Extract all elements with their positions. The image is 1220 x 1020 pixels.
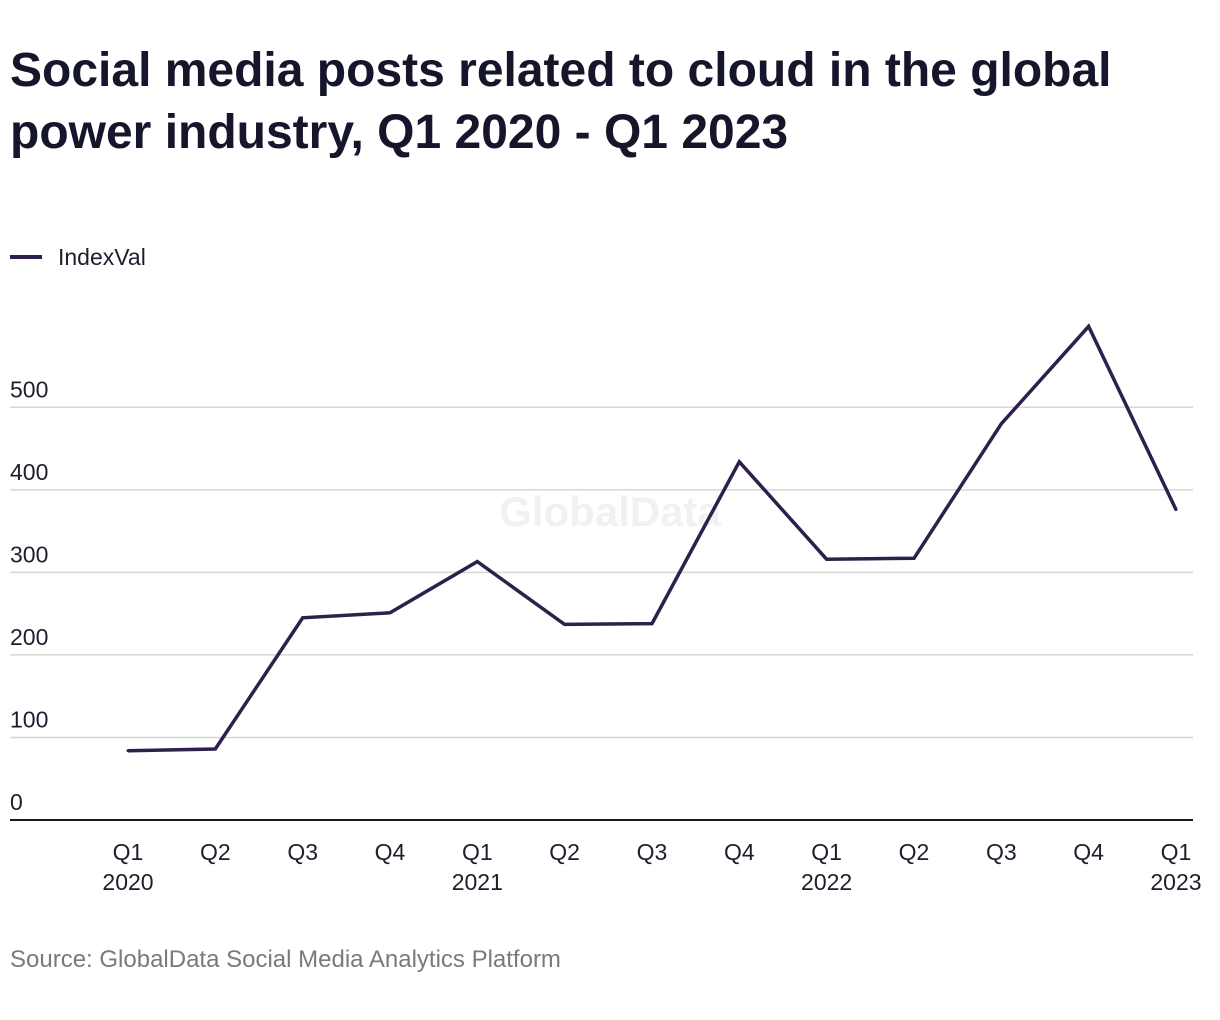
source-note: Source: GlobalData Social Media Analytic… <box>10 946 561 973</box>
series-line-indexval <box>127 323 1178 753</box>
data-point-0 <box>126 749 130 753</box>
data-point-2 <box>301 616 305 620</box>
gridlines <box>10 406 1193 739</box>
data-point-4 <box>475 560 479 564</box>
x-tick-label-2-0: Q3 <box>287 839 318 865</box>
legend: IndexVal <box>10 242 146 272</box>
x-tick-label-3-0: Q4 <box>375 839 406 865</box>
legend-swatch <box>10 255 42 259</box>
data-point-6 <box>650 622 654 626</box>
data-point-9 <box>912 556 916 560</box>
data-point-3 <box>388 611 392 615</box>
watermark-text: GlobalData <box>499 488 721 535</box>
y-tick-label-200: 200 <box>10 624 48 650</box>
x-tick-label-6-0: Q3 <box>637 839 668 865</box>
x-tick-label-0-0: Q1 <box>113 839 144 865</box>
x-tick-label-0-1: 2020 <box>102 869 153 895</box>
y-tick-label-100: 100 <box>10 706 48 732</box>
y-tick-label-300: 300 <box>10 541 48 567</box>
x-tick-label-4-0: Q1 <box>462 839 493 865</box>
y-tick-label-0: 0 <box>10 789 23 815</box>
x-axis-labels: Q1 2020 Q2 Q3 Q4 Q1 2021 Q2 Q3 Q4 Q1 2022 Q2 Q3 Q4 Q1 20… <box>102 839 1201 895</box>
data-point-5 <box>563 622 567 626</box>
x-tick-label-1-0: Q2 <box>200 839 231 865</box>
data-point-8 <box>825 557 829 561</box>
x-tick-label-12-1: 2023 <box>1150 869 1201 895</box>
data-point-1 <box>213 747 217 751</box>
x-tick-label-4-1: 2021 <box>452 869 503 895</box>
y-tick-label-400: 400 <box>10 459 48 485</box>
data-point-10 <box>999 422 1003 426</box>
x-tick-label-8-0: Q1 <box>811 839 842 865</box>
data-point-12 <box>1174 508 1178 512</box>
data-point-11 <box>1087 324 1091 328</box>
x-tick-label-7-0: Q4 <box>724 839 755 865</box>
chart-title: Social media posts related to cloud in t… <box>10 44 1112 159</box>
x-tick-label-8-1: 2022 <box>801 869 852 895</box>
y-axis-labels: 0 100 200 300 400 500 <box>10 376 48 815</box>
x-tick-label-11-0: Q4 <box>1073 839 1104 865</box>
x-tick-label-12-0: Q1 <box>1161 839 1192 865</box>
x-tick-label-10-0: Q3 <box>986 839 1017 865</box>
legend-label: IndexVal <box>58 243 146 270</box>
x-tick-label-9-0: Q2 <box>899 839 930 865</box>
y-tick-label-500: 500 <box>10 376 48 402</box>
data-points <box>126 324 1178 753</box>
x-tick-label-5-0: Q2 <box>549 839 580 865</box>
data-point-7 <box>737 460 741 464</box>
